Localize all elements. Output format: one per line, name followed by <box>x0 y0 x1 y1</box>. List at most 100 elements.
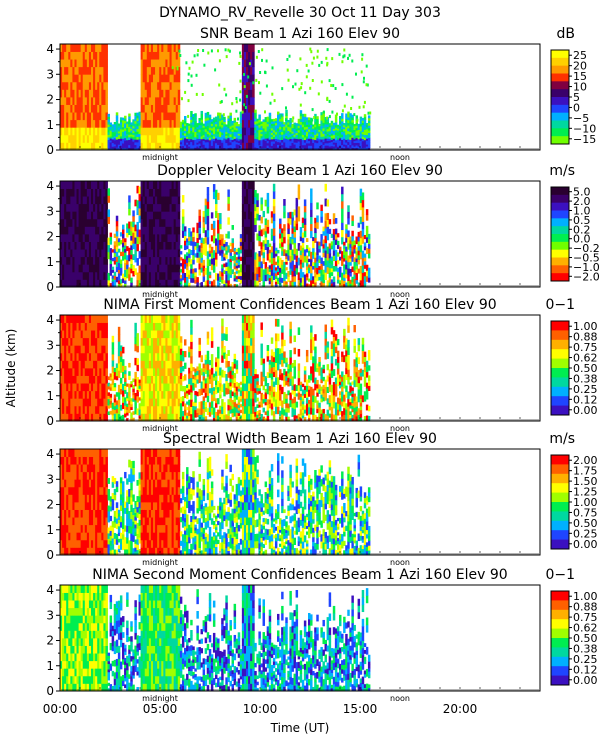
data-cell <box>91 119 94 128</box>
data-cell <box>103 89 106 98</box>
data-cell <box>277 133 280 137</box>
data-cell <box>119 345 123 352</box>
data-cell <box>115 261 119 268</box>
data-cell <box>285 281 288 285</box>
data-cell <box>93 256 96 265</box>
data-cell <box>148 218 152 227</box>
data-cell <box>84 315 88 323</box>
data-cell <box>192 268 195 274</box>
data-cell <box>130 258 133 265</box>
data-cell <box>101 249 104 258</box>
data-cell <box>268 144 272 148</box>
data-cell <box>107 401 110 406</box>
data-cell <box>235 278 239 282</box>
data-cell <box>192 254 195 260</box>
data-cell <box>330 241 334 246</box>
data-cell <box>353 140 356 143</box>
data-cell <box>198 233 201 240</box>
data-cell <box>322 226 325 232</box>
data-cell <box>303 113 307 117</box>
data-cell <box>126 223 129 229</box>
data-cell <box>190 263 193 269</box>
data-cell <box>320 144 323 148</box>
data-cell <box>150 81 154 90</box>
data-cell <box>113 409 117 414</box>
data-cell <box>210 223 214 230</box>
data-cell <box>76 345 79 354</box>
data-cell <box>212 235 216 244</box>
data-cell <box>268 134 272 138</box>
data-cell <box>357 144 361 147</box>
data-cell <box>210 138 214 142</box>
data-cell <box>124 142 127 146</box>
data-cell <box>82 127 86 136</box>
data-cell <box>93 226 96 235</box>
data-cell <box>206 117 210 121</box>
data-cell <box>153 59 156 68</box>
data-cell <box>299 135 303 140</box>
data-cell <box>167 44 170 52</box>
data-cell <box>155 127 158 136</box>
data-cell <box>357 241 361 247</box>
colorbar-tick-label: −0.2 <box>573 242 600 255</box>
data-cell <box>105 405 108 414</box>
data-cell <box>196 247 199 253</box>
data-cell <box>68 279 71 287</box>
colorbar-unit: m/s <box>549 163 575 179</box>
data-cell <box>184 135 187 139</box>
data-cell <box>126 227 129 233</box>
data-cell <box>115 392 119 397</box>
data-cell <box>357 136 361 140</box>
data-cell <box>215 116 218 120</box>
data-cell <box>95 226 98 235</box>
data-cell <box>241 181 245 189</box>
data-cell <box>248 218 251 227</box>
data-cell <box>237 270 241 274</box>
data-cell <box>153 89 156 98</box>
data-cell <box>210 136 214 140</box>
data-cell <box>171 66 174 70</box>
data-cell <box>66 234 69 242</box>
data-cell <box>136 139 139 143</box>
data-cell <box>361 140 365 144</box>
data-cell <box>328 272 332 278</box>
data-cell <box>70 256 73 265</box>
data-cell <box>268 274 272 279</box>
data-cell <box>365 231 369 238</box>
data-cell <box>153 203 156 212</box>
data-cell <box>150 249 154 258</box>
data-cell <box>84 330 88 339</box>
data-cell <box>243 203 247 212</box>
data-cell <box>357 222 361 228</box>
data-cell <box>72 112 75 121</box>
data-cell <box>97 279 100 287</box>
colorbar-segment <box>551 65 569 74</box>
data-cell <box>347 141 350 145</box>
data-cell <box>320 147 323 150</box>
data-cell <box>150 97 154 105</box>
data-cell <box>334 117 338 121</box>
data-cell <box>359 272 363 281</box>
data-cell <box>93 211 96 220</box>
data-cell <box>64 264 67 273</box>
data-cell <box>97 81 100 90</box>
data-cell <box>250 119 253 128</box>
data-cell <box>111 408 115 416</box>
data-cell <box>105 112 108 121</box>
data-cell <box>367 142 371 146</box>
data-cell <box>311 61 314 65</box>
data-cell <box>258 119 261 123</box>
data-cell <box>250 74 253 83</box>
data-cell <box>208 122 212 126</box>
data-cell <box>345 144 348 148</box>
data-cell <box>115 408 119 414</box>
data-cell <box>320 128 323 132</box>
data-cell <box>86 81 90 90</box>
data-cell <box>322 239 325 245</box>
data-cell <box>171 142 175 150</box>
data-cell <box>70 234 73 242</box>
data-cell <box>60 112 63 121</box>
data-cell <box>295 267 299 275</box>
data-cell <box>144 196 148 205</box>
data-cell <box>339 130 342 134</box>
